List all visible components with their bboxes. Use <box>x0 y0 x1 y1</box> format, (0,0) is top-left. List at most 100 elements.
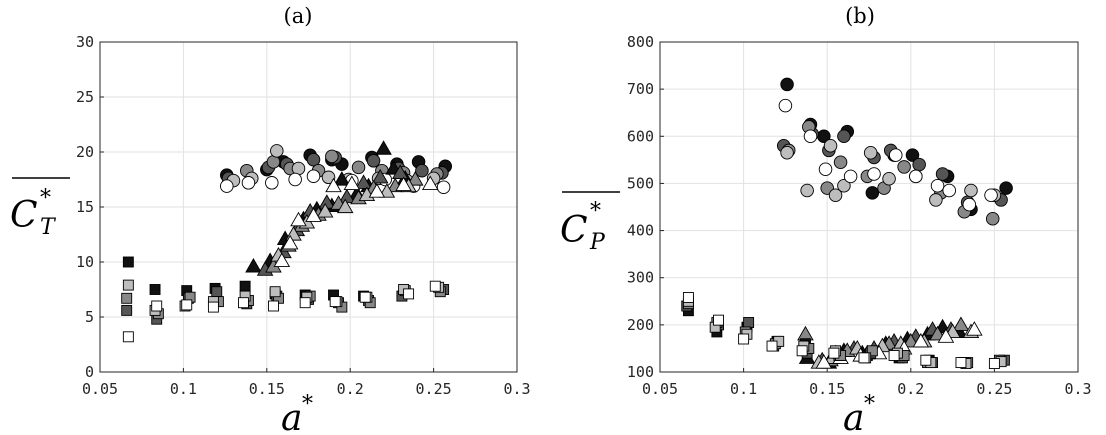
panel-a-square-marker <box>239 280 251 292</box>
panel-a-square-marker <box>359 291 371 303</box>
panel-b-circle-marker <box>962 197 977 212</box>
panel-a-y-tick-label: 10 <box>76 253 94 271</box>
panel-a-triangle-marker <box>333 171 351 186</box>
panel-a-y-axis-label: C * T <box>10 177 70 240</box>
panel-a-xlabel-letter: a <box>281 398 302 435</box>
panel-a-square-marker <box>269 286 281 298</box>
panel-a-circle-marker <box>321 170 336 185</box>
panel-b-square-marker <box>766 340 778 352</box>
panel-b-square-marker <box>828 347 840 359</box>
panel-b-circle-marker <box>935 167 950 181</box>
panel-a-y-tick-label: 25 <box>76 88 94 106</box>
panel-b-triangle-marker <box>937 328 955 343</box>
panel-b-circle-marker <box>930 179 945 193</box>
panel-b-circle-marker <box>780 77 794 92</box>
panel-a-square-marker <box>329 296 341 308</box>
panel-b-square-marker <box>955 357 967 369</box>
panel-b-circle-marker <box>863 146 878 160</box>
panel-a-y-tick-label: 5 <box>85 308 94 326</box>
panel-a-triangle-marker <box>305 207 322 222</box>
panel-a-triangle-marker <box>336 198 354 214</box>
panel-b-x-tick-label: 0.25 <box>976 380 1012 398</box>
panel-b-circle-marker <box>823 138 838 153</box>
panel-a-square-marker <box>403 288 415 300</box>
panel-b-circle-marker <box>837 179 851 193</box>
panel-b-square-marker <box>920 354 932 366</box>
panel-b-square-marker <box>738 333 750 345</box>
panel-a-triangle-marker <box>245 257 262 273</box>
panel-a-triangle-marker <box>375 140 392 155</box>
panel-a-square-marker <box>181 299 193 311</box>
panel-b-triangle-marker <box>797 325 814 341</box>
panel-b-square-marker <box>713 314 724 326</box>
panel-b-y-tick-label: 200 <box>627 316 654 334</box>
panel-b-x-tick-label: 0.05 <box>642 380 678 398</box>
panel-b-square-marker <box>888 350 900 361</box>
panel-b-x-axis-label: a * <box>843 392 875 435</box>
panel-b-circle-marker <box>778 98 793 113</box>
panel-b-circle-marker <box>803 129 818 144</box>
panel-a-triangle-marker <box>325 177 342 193</box>
panel-b-circle-marker <box>999 181 1013 195</box>
panel-b-y-axis-label: C * P <box>560 191 620 255</box>
panel-a-x-axis-label: a * <box>281 392 313 435</box>
panel-b-circle-marker <box>865 186 880 200</box>
panel-b-ylabel-sub: P <box>589 230 606 255</box>
panel-a-square-marker <box>429 280 441 292</box>
panel-a-triangle-marker <box>290 211 307 227</box>
panel-b-square-marker <box>858 352 870 364</box>
panel-a-square-marker <box>299 297 311 309</box>
panel-a-plot-area: 0.05 0.1 0.15 0.2 0.25 0.3 0 5 10 15 20 25 30 <box>76 33 531 398</box>
panel-b-y-tick-label: 800 <box>627 33 654 51</box>
panel-a-square-marker <box>122 256 134 268</box>
panel-b-circle-marker <box>897 160 911 174</box>
panel-b-square-marker <box>988 358 1000 369</box>
panel-a-square-marker <box>237 297 249 309</box>
panel-a-circle-marker <box>415 163 429 178</box>
panel-b-triangle-marker <box>815 354 833 369</box>
panel-a-triangle-marker <box>406 171 424 186</box>
panel-a-circle-marker <box>241 176 256 190</box>
panel-b-circle-marker <box>833 155 848 169</box>
panel-a-circle-marker <box>306 169 321 183</box>
panel-a-circle-marker <box>351 160 366 175</box>
panel-a: (a) 0.05 0.1 0.15 0.2 0.25 0.3 0 5 10 15 20 25 30 C … <box>10 4 531 435</box>
panel-a-square-marker <box>151 300 163 312</box>
panel-b-ylabel-sup: * <box>590 199 601 224</box>
panel-a-y-tick-label: 0 <box>85 363 94 381</box>
panel-a-circle-marker <box>306 152 321 167</box>
panel-b-circle-marker <box>818 162 833 177</box>
panel-b-x-tick-label: 0.1 <box>730 380 757 398</box>
panel-b-triangle-marker <box>902 332 920 348</box>
panel-a-square-marker <box>122 279 134 291</box>
panel-a-circle-marker <box>325 149 339 164</box>
panel-a-triangle-marker <box>391 164 409 179</box>
panel-b-y-tick-label: 300 <box>627 269 654 287</box>
panel-b-plot-area: 0.05 0.1 0.15 0.2 0.25 0.3 100 200 300 400 500 600 7… <box>627 33 1092 398</box>
panel-b-ylabel-letter: C <box>560 210 588 251</box>
panel-b-circle-marker <box>942 183 957 198</box>
panel-b-y-tick-label: 600 <box>627 127 654 145</box>
panel-b-circle-marker <box>800 183 814 198</box>
panel-a-triangle-marker <box>273 252 291 267</box>
panel-a-y-tick-label: 15 <box>76 198 94 216</box>
panel-a-x-tick-label: 0.3 <box>503 380 530 398</box>
panel-b-y-tick-label: 700 <box>627 80 654 98</box>
panel-b-square-marker <box>743 317 755 328</box>
panel-a-triangle-marker <box>355 174 372 189</box>
panel-b-square-marker <box>682 292 694 303</box>
panel-b-xlabel-letter: a <box>843 398 864 435</box>
panel-a-triangle-marker <box>368 183 386 198</box>
panel-a-x-tick-label: 0.1 <box>170 380 197 398</box>
panel-a-y-tick-label: 20 <box>76 143 94 161</box>
panel-a-triangle-marker <box>378 183 396 198</box>
panel-a-circle-marker <box>220 179 234 193</box>
panel-b-circle-marker <box>985 212 1000 226</box>
panel-a-square-marker <box>268 300 279 312</box>
panel-a-triangle-marker <box>395 176 412 192</box>
panel-a-ylabel-sub: T <box>40 215 57 240</box>
panel-a-title: (a) <box>284 4 313 28</box>
panel-a-x-tick-label: 0.05 <box>82 380 118 398</box>
panel-b-circle-marker <box>867 167 881 181</box>
panel-a-y-tick-label: 30 <box>76 33 94 51</box>
